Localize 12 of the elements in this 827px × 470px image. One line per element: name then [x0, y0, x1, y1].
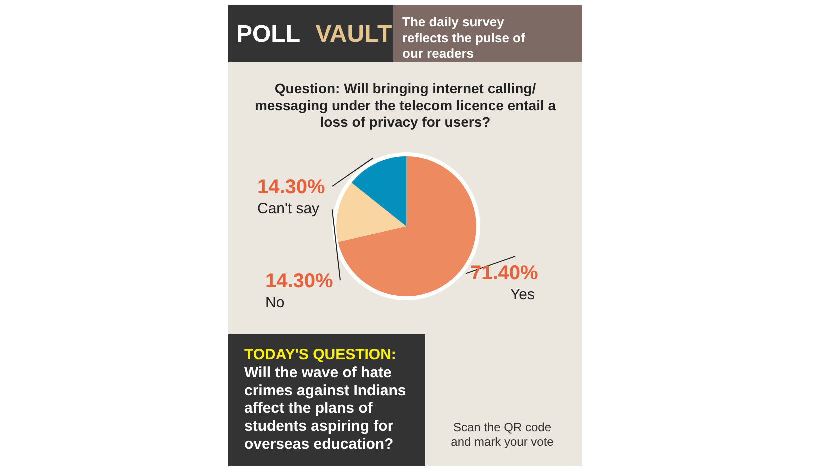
text: Will the wave of hate crimes against Indians affect the plans of students aspiring for overseas education?	[244, 364, 406, 453]
text: Scan the QR code and mark your vote	[451, 420, 554, 450]
chart-subtitle: The daily survey reflects the pulse of our readers	[402, 14, 526, 61]
data-label: 14.30%	[258, 176, 326, 198]
slice-label: Can't say	[258, 200, 320, 218]
slice-label: No	[266, 294, 285, 312]
chart-title: POLL VAULT	[236, 21, 392, 48]
slice-label: Yes	[510, 286, 535, 304]
text: Question: Will bringing internet calling/ messaging under the telecom licence entail a loss of privacy for users?	[254, 80, 556, 130]
text: TODAY'S QUESTION:	[244, 346, 396, 364]
data-label: 71.40%	[470, 262, 539, 284]
data-label: 14.30%	[266, 270, 334, 292]
